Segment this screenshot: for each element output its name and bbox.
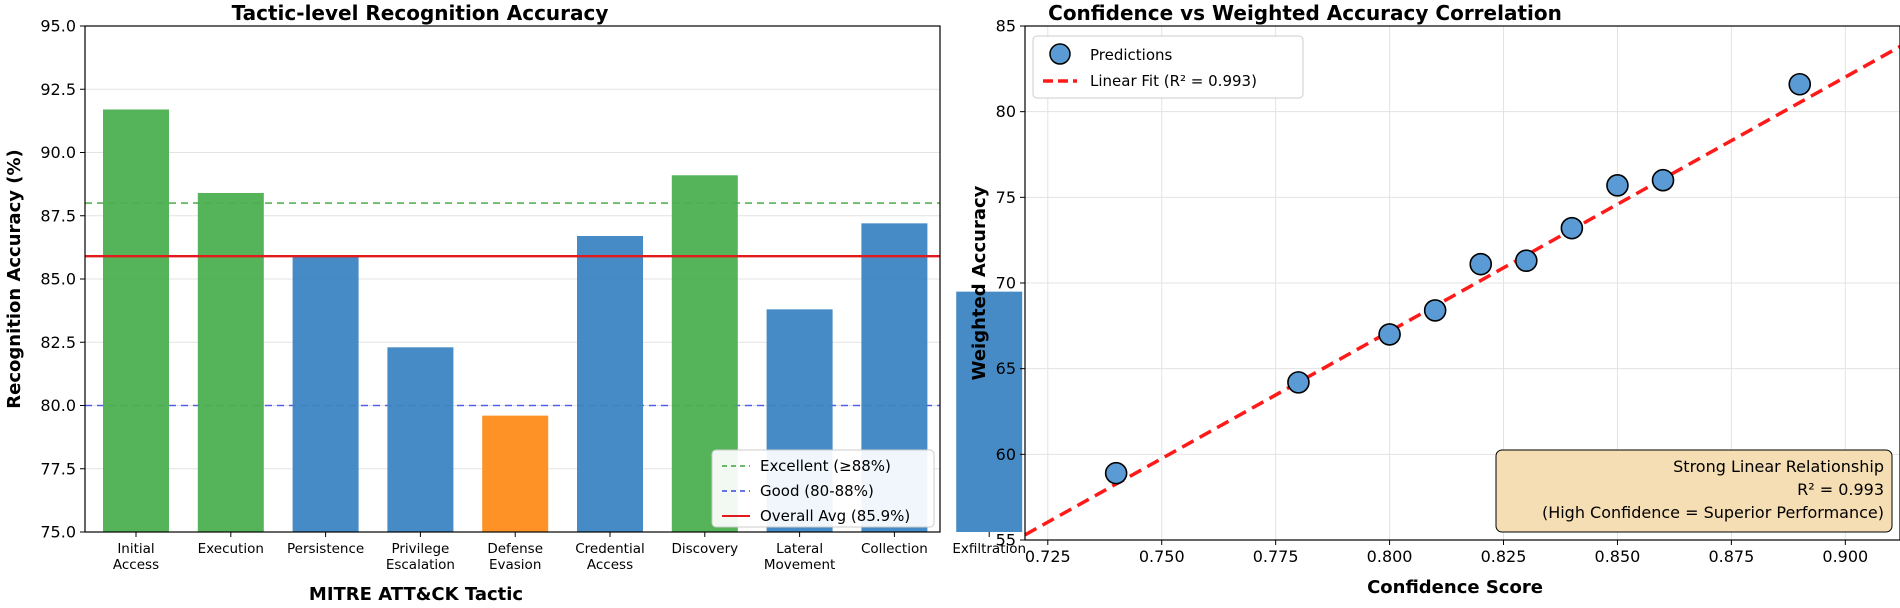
scatter-chart-points (1104, 72, 1812, 485)
bar-chart: Tactic-level Recognition Accuracy 75.0 77… (4, 1, 1026, 605)
scatter-chart-x-tick-label: 0.850 (1595, 547, 1641, 566)
bar-chart-x-tick-label: Collection (861, 541, 928, 557)
scatter-chart-x-tick-label: 0.875 (1708, 547, 1754, 566)
bar (197, 192, 264, 533)
scatter-point (1287, 371, 1310, 394)
bar (292, 256, 359, 532)
bar-chart-y-tick-label: 92.5 (40, 80, 76, 99)
bar-chart-legend: Excellent (≥88%) Good (80-88%) Overall A… (711, 449, 935, 528)
legend-average-label: Overall Avg (85.9%) (760, 507, 910, 525)
scatter-chart-x-tick-label: 0.775 (1253, 547, 1299, 566)
scatter-point (1560, 216, 1584, 240)
annotation-box: Strong Linear Relationship R² = 0.993 (H… (1495, 449, 1893, 533)
legend-good-label: Good (80-88%) (760, 482, 874, 500)
scatter-chart-title: Confidence vs Weighted Accuracy Correlat… (1048, 1, 1562, 25)
scatter-point (1469, 252, 1493, 276)
bar (103, 109, 169, 533)
scatter-point (1423, 299, 1447, 322)
bar-chart-y-tick-label: 77.5 (40, 459, 76, 478)
bar-chart-x-tick-label: Lateral Movement (764, 541, 836, 573)
bar-chart-x-tick-label: Discovery (671, 541, 738, 557)
annotation-background (1495, 449, 1893, 533)
bar-chart-y-tick-label: 82.5 (40, 333, 76, 352)
scatter-point (1515, 249, 1538, 273)
scatter-chart: Confidence vs Weighted Accuracy Correlat… (969, 1, 1900, 598)
scatter-point (1378, 323, 1401, 346)
legend-fit-label: Linear Fit (R² = 0.993) (1090, 72, 1257, 90)
bar (482, 415, 549, 532)
bar-chart-y-ticks: 75.0 77.5 80.0 82.5 85.0 87.5 90.0 92.5 95.0 (40, 17, 85, 542)
scatter-chart-y-tick-label: 55 (996, 531, 1016, 550)
scatter-chart-y-tick-label: 85 (996, 17, 1016, 36)
bar-chart-title: Tactic-level Recognition Accuracy (232, 1, 609, 25)
bar-chart-x-tick-label: Credential Access (575, 541, 644, 573)
scatter-point (1651, 168, 1675, 192)
scatter-point (1788, 72, 1812, 96)
scatter-chart-y-tick-label: 65 (996, 359, 1016, 378)
bar-chart-x-tick-label: Persistence (287, 541, 364, 557)
linear-fit-line (1024, 45, 1900, 537)
legend-predictions-label: Predictions (1090, 46, 1173, 64)
scatter-chart-y-ticks: 55 60 65 70 75 80 85 (996, 17, 1025, 550)
scatter-chart-y-tick-label: 70 (996, 274, 1016, 293)
bar (577, 235, 643, 533)
bar-chart-y-tick-label: 95.0 (40, 17, 76, 36)
scatter-chart-y-tick-label: 80 (996, 102, 1016, 121)
scatter-chart-legend-box (1032, 35, 1304, 99)
bar-chart-x-tick-label: Privilege Escalation (386, 541, 455, 573)
bar-chart-x-tick-label: Defense Evasion (487, 541, 543, 573)
bar (387, 347, 454, 532)
scatter-chart-legend: Predictions Linear Fit (R² = 0.993) (1032, 35, 1304, 99)
bar-chart-y-tick-label: 85.0 (40, 270, 76, 289)
scatter-chart-x-tick-label: 0.725 (1025, 547, 1071, 566)
scatter-chart-x-label: Confidence Score (1367, 577, 1543, 598)
scatter-chart-x-tick-label: 0.800 (1367, 547, 1413, 566)
bar-chart-x-tick-label: Exfiltration (952, 541, 1026, 557)
scatter-chart-x-tick-label: 0.750 (1139, 547, 1185, 566)
annotation-line-1: Strong Linear Relationship (1673, 457, 1884, 476)
bar-chart-y-tick-label: 75.0 (40, 523, 76, 542)
scatter-chart-y-tick-label: 75 (996, 188, 1016, 207)
legend-excellent-label: Excellent (≥88%) (760, 457, 891, 475)
bar-chart-y-tick-label: 87.5 (40, 206, 76, 225)
scatter-point (1104, 461, 1128, 485)
scatter-chart-y-label: Weighted Accuracy (969, 185, 990, 380)
annotation-line-3: (High Confidence = Superior Performance) (1542, 503, 1884, 522)
bar-chart-x-tick-label: Initial Access (113, 541, 159, 573)
annotation-line-2: R² = 0.993 (1797, 480, 1884, 499)
bar-chart-y-tick-label: 90.0 (40, 143, 76, 162)
bar-chart-y-tick-label: 80.0 (40, 396, 76, 415)
scatter-chart-x-ticks: 0.725 0.750 0.775 0.800 0.825 0.850 0.875 0.900 (1025, 540, 1868, 566)
scatter-chart-y-tick-label: 60 (996, 445, 1016, 464)
scatter-point (1606, 174, 1629, 197)
scatter-chart-x-tick-label: 0.825 (1481, 547, 1527, 566)
bar-chart-x-label: MITRE ATT&CK Tactic (309, 584, 523, 605)
bar-chart-x-tick-label: Execution (198, 541, 264, 557)
bar-chart-legend-box (711, 449, 935, 528)
scatter-chart-x-tick-label: 0.900 (1822, 547, 1868, 566)
legend-predictions-marker (1049, 43, 1071, 65)
bar-chart-y-label: Recognition Accuracy (%) (4, 149, 25, 408)
bar (956, 291, 1023, 532)
bar-chart-x-ticks: Initial Access Execution Persistence Privile… (113, 532, 1026, 573)
